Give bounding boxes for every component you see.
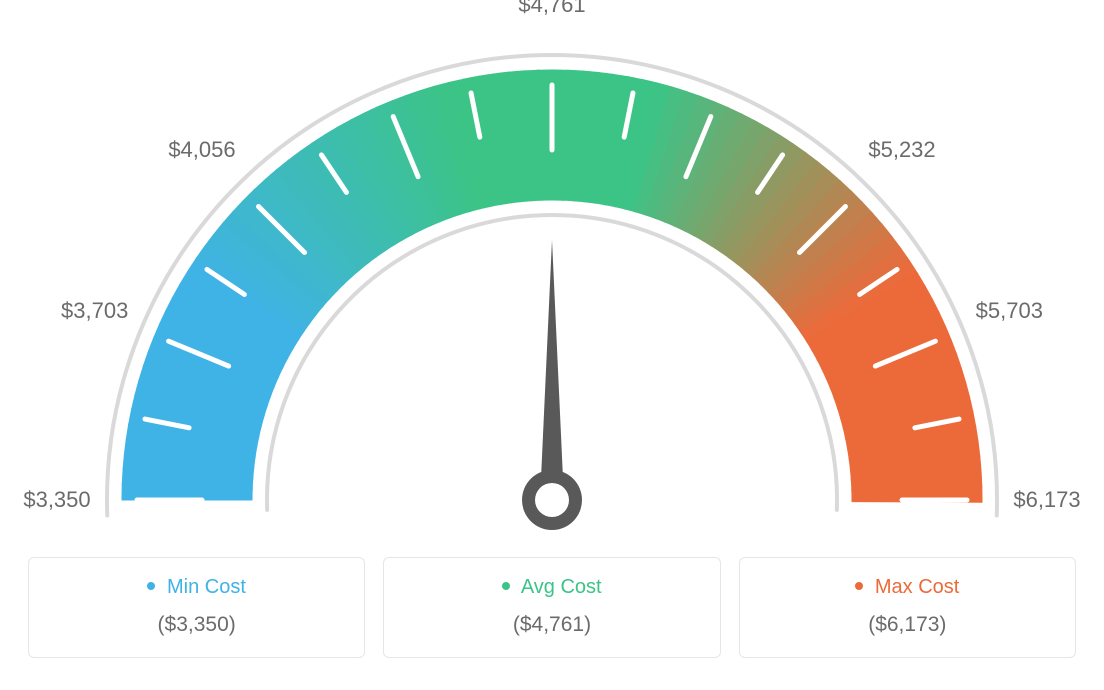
avg-cost-title: Avg Cost xyxy=(394,576,709,599)
gauge-tick-label: $5,232 xyxy=(868,137,935,163)
avg-cost-label: Avg Cost xyxy=(521,576,602,598)
min-cost-label: Min Cost xyxy=(167,576,246,598)
max-cost-label: Max Cost xyxy=(875,576,959,598)
gauge-chart: $3,350 $3,703 $4,056 $4,761 $5,232 $5,703 $6,1… xyxy=(0,0,1104,530)
gauge-tick-label: $3,350 xyxy=(23,487,90,513)
max-dot-icon xyxy=(855,582,863,590)
max-cost-title: Max Cost xyxy=(750,576,1065,599)
min-dot-icon xyxy=(147,582,155,590)
avg-dot-icon xyxy=(502,582,510,590)
gauge-tick-label: $6,173 xyxy=(1013,487,1080,513)
max-cost-card: Max Cost ($6,173) xyxy=(739,557,1076,658)
cost-summary-cards: Min Cost ($3,350) Avg Cost ($4,761) Max … xyxy=(28,557,1076,658)
gauge-tick-label: $3,703 xyxy=(61,298,128,324)
gauge-tick-label: $4,056 xyxy=(168,137,235,163)
min-cost-card: Min Cost ($3,350) xyxy=(28,557,365,658)
gauge-tick-label: $5,703 xyxy=(976,298,1043,324)
gauge-tick-label: $4,761 xyxy=(518,0,585,18)
avg-cost-value: ($4,761) xyxy=(394,613,709,637)
min-cost-value: ($3,350) xyxy=(39,613,354,637)
max-cost-value: ($6,173) xyxy=(750,613,1065,637)
min-cost-title: Min Cost xyxy=(39,576,354,599)
cost-gauge-container: $3,350 $3,703 $4,056 $4,761 $5,232 $5,703 $6,1… xyxy=(0,0,1104,690)
avg-cost-card: Avg Cost ($4,761) xyxy=(383,557,720,658)
